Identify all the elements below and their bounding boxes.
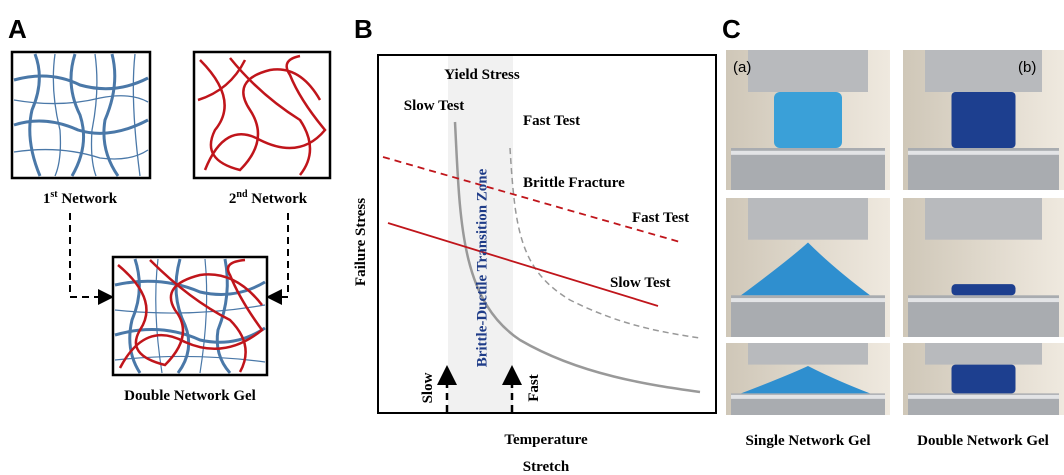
g <box>197 54 327 176</box>
press-plate <box>908 150 1059 155</box>
arrow <box>69 213 114 305</box>
gel-fragments <box>741 366 870 394</box>
fast-yield-curve <box>509 147 701 339</box>
column-label: Double Network Gel <box>917 433 1049 449</box>
press-plate <box>748 50 868 92</box>
press-plate <box>731 148 885 190</box>
press-plate <box>748 343 868 365</box>
slow-fracture-line <box>387 222 659 307</box>
path <box>174 258 191 374</box>
label-part: Network <box>58 191 118 207</box>
path <box>118 258 264 369</box>
photo-grid <box>726 50 1064 415</box>
path <box>13 95 149 105</box>
path <box>215 258 232 374</box>
path <box>52 53 62 177</box>
path <box>90 53 98 177</box>
press-plate <box>748 198 868 240</box>
press-plate <box>925 50 1042 92</box>
path <box>13 148 149 160</box>
double-network-label: Double Network Gel <box>124 388 256 404</box>
annotation: Yield Stress <box>444 67 520 83</box>
gel-fragments <box>741 242 870 296</box>
press-plate <box>731 150 885 155</box>
photo-label: (b) <box>1018 59 1036 76</box>
y-axis-title: Failure Stress <box>353 198 369 286</box>
path <box>13 74 149 91</box>
path <box>13 118 149 135</box>
path <box>69 53 86 177</box>
label-sup: nd <box>236 189 248 200</box>
arrow <box>266 213 289 305</box>
panel-letter: A <box>8 14 27 44</box>
annotation: Fast Test <box>632 210 689 226</box>
press-plate <box>908 394 1059 399</box>
g <box>13 53 149 177</box>
path <box>199 59 322 172</box>
path <box>114 279 266 296</box>
press-plate <box>925 198 1042 240</box>
plot-frame <box>377 54 717 414</box>
label-part: 1 <box>43 191 51 207</box>
fast-fracture-line <box>382 156 681 243</box>
gel <box>951 92 1016 148</box>
path <box>203 54 327 171</box>
path <box>132 53 141 177</box>
annotation: Brittle Fracture <box>523 175 625 191</box>
column-label: Single Network Gel <box>746 433 871 449</box>
slow-yield-curve <box>453 121 701 394</box>
press-plate <box>908 295 1059 337</box>
gel <box>951 284 1016 296</box>
second-network-box <box>192 50 332 180</box>
press-plate <box>908 148 1059 190</box>
press-plate <box>731 298 885 303</box>
path <box>149 259 247 373</box>
path <box>197 59 247 102</box>
first-network-label: 1st Network <box>43 189 118 207</box>
press-plate <box>731 295 885 337</box>
g <box>13 53 149 177</box>
second-network-label: 2nd Network <box>229 189 308 207</box>
g <box>117 258 264 373</box>
zone-label: Brittle-Ductile Transition Zone <box>474 168 490 367</box>
first-network-box <box>10 50 152 180</box>
press-plate <box>731 394 885 399</box>
panel-letter: C <box>722 14 741 44</box>
press-plate <box>925 343 1042 365</box>
annotation: Fast <box>526 374 542 402</box>
transition-zone <box>448 56 513 412</box>
path <box>229 57 312 176</box>
x-axis-title: Stretch <box>523 459 570 475</box>
panel-letter: B <box>354 14 373 44</box>
x-axis-title: Temperature <box>504 432 588 448</box>
path <box>114 355 266 363</box>
rect <box>111 255 269 377</box>
annotation: Slow Test <box>404 98 464 114</box>
annotation: Slow <box>420 372 436 403</box>
gel <box>951 364 1016 394</box>
annotation: Fast Test <box>523 113 580 129</box>
gel <box>774 92 842 148</box>
press-plate <box>908 298 1059 303</box>
label-sup: st <box>50 189 58 200</box>
annotation: Slow Test <box>610 275 670 291</box>
photo-label: (a) <box>733 59 751 76</box>
label-part: 2 <box>229 191 237 207</box>
label-part: Network <box>248 191 308 207</box>
double-network-box <box>111 255 269 377</box>
path <box>199 258 208 374</box>
path <box>28 53 42 177</box>
path <box>128 258 142 374</box>
